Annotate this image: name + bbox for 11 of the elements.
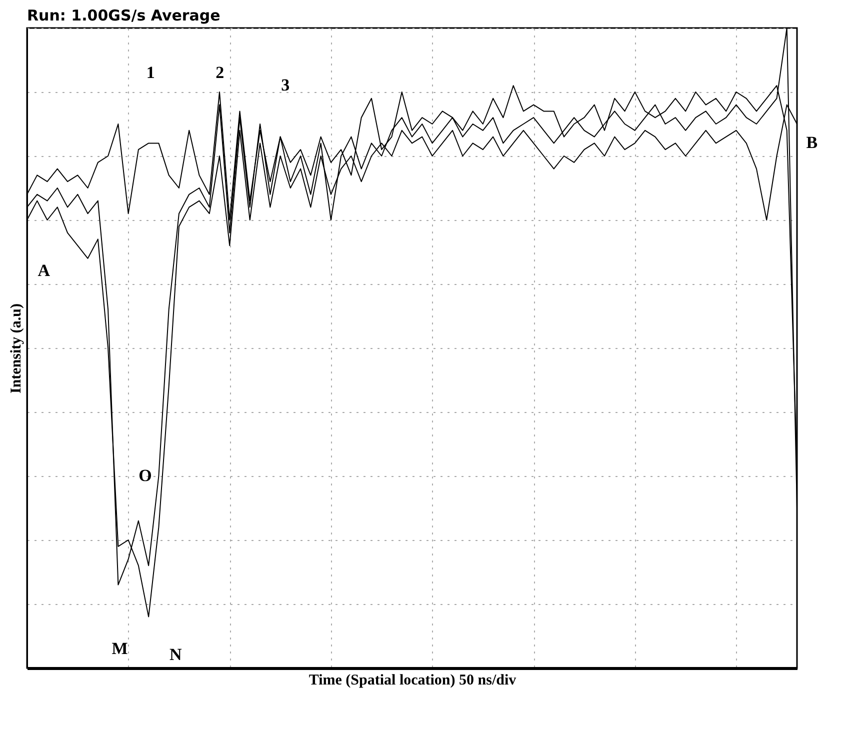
annotation: A [38, 261, 51, 280]
annotation: 2 [216, 62, 224, 82]
y-axis-title: Intensity (a.u) [8, 303, 24, 394]
annotation: N [169, 645, 182, 664]
annotation: 1 [146, 62, 155, 82]
annotation: M [112, 638, 128, 658]
annotation: 3 [281, 76, 290, 95]
x-axis-title: Time (Spatial location) 50 ns/div [308, 672, 517, 688]
annotation: O [138, 466, 152, 485]
text: B [806, 133, 818, 152]
chart-title: Run: 1.00GS/s Average [27, 6, 220, 24]
